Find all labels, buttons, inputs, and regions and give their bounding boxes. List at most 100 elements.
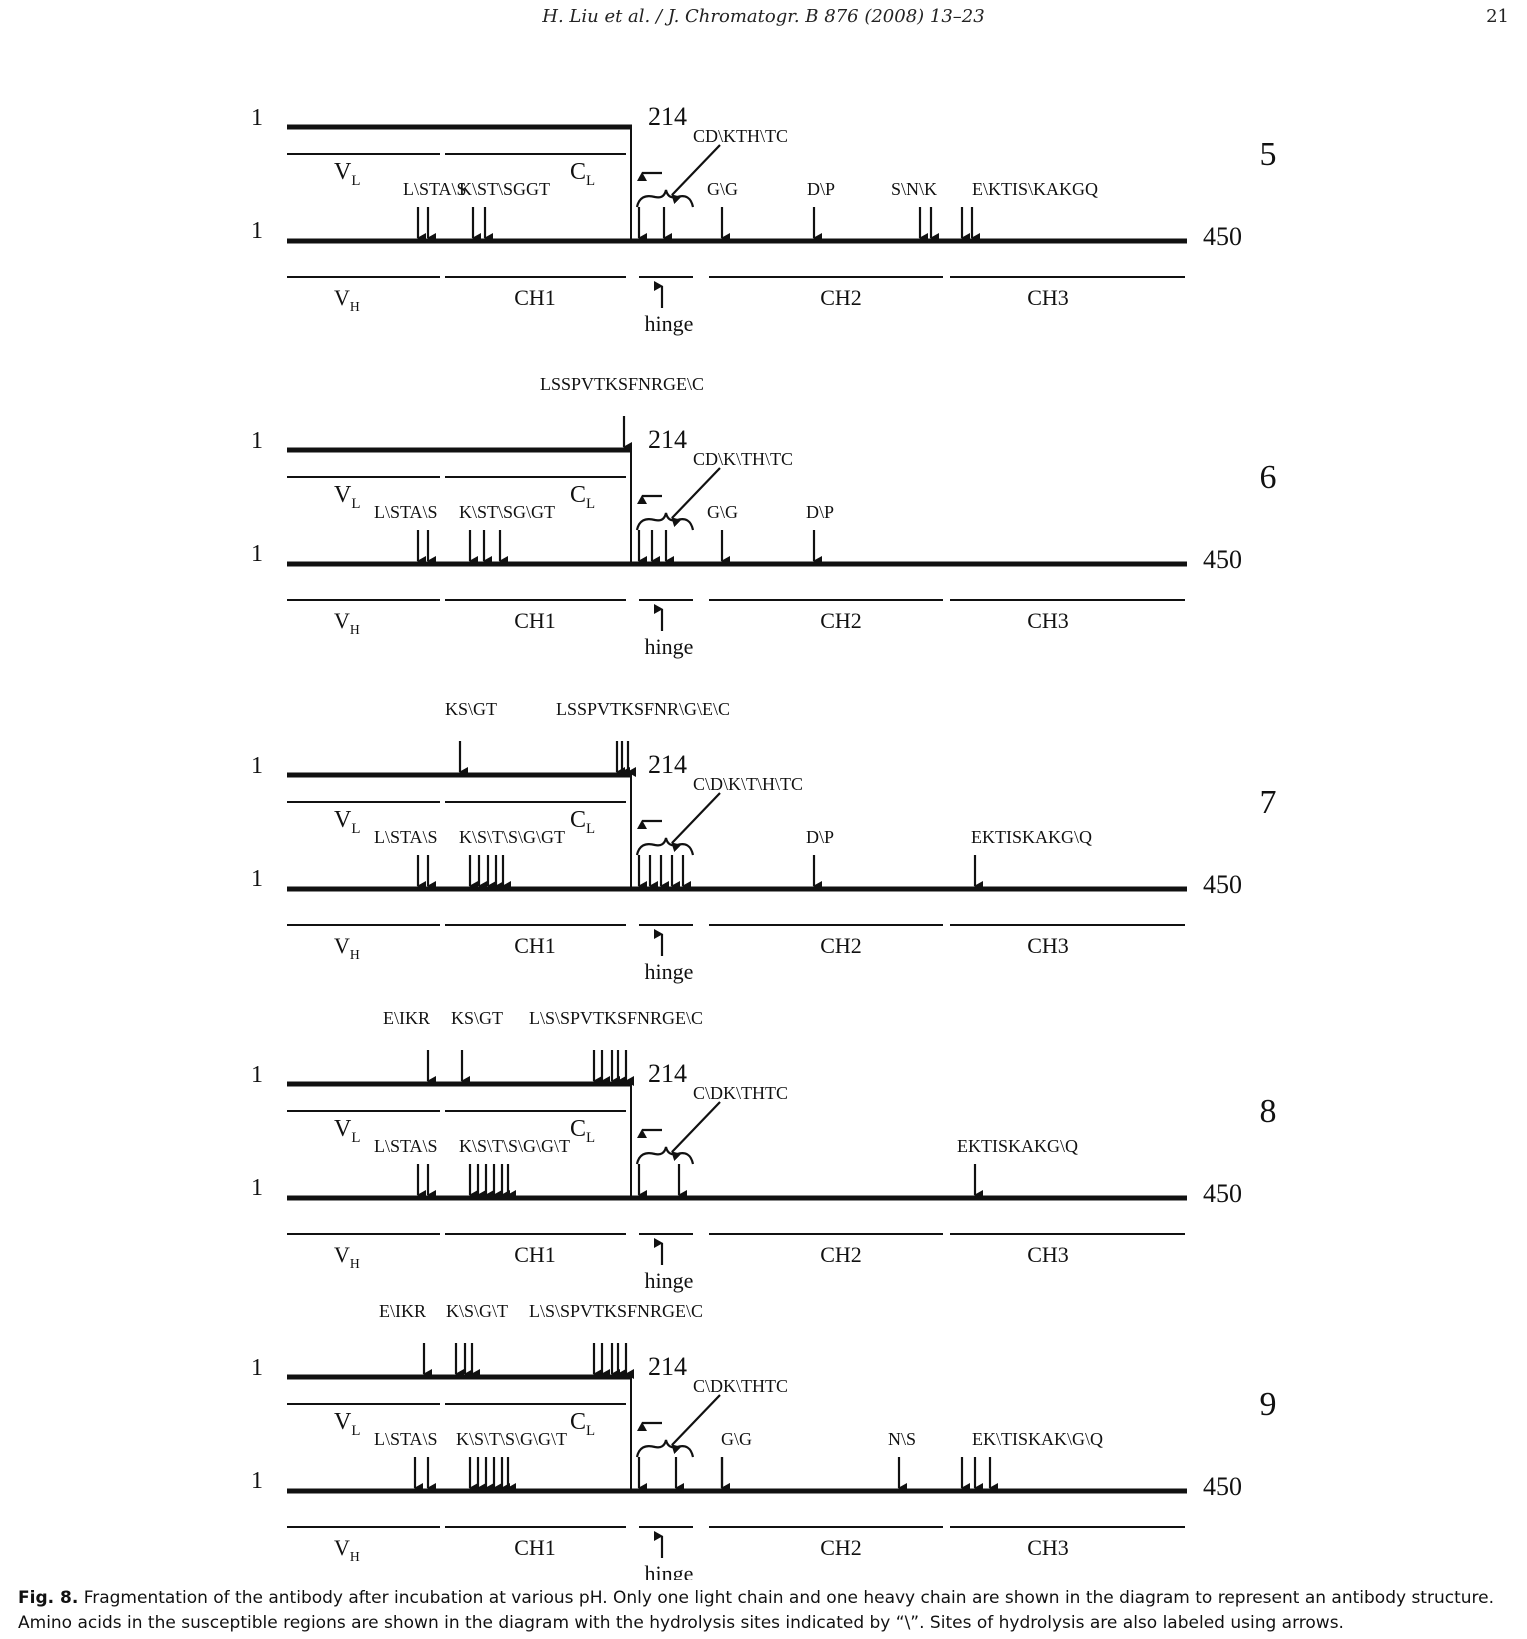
light-chain-end-label: 214 xyxy=(648,102,687,131)
heavy-chain-site-label: K\ST\SG\GT xyxy=(459,502,555,522)
ch3-region-label: CH3 xyxy=(1027,1535,1069,1560)
fragmentation-panel-6: 6 1 214 VL CL CD\K\TH\TC LSSPVTKSFNRGE\C 1 450 L\… xyxy=(251,374,1277,659)
hinge-label: hinge xyxy=(645,311,694,336)
heavy-chain-site-label: G\G xyxy=(707,502,738,522)
ch1-region-label: CH1 xyxy=(514,608,556,633)
heavy-chain-end-label: 450 xyxy=(1203,870,1242,899)
hinge-curly-brace xyxy=(635,837,695,856)
heavy-chain-site-label: L\STA\S xyxy=(374,1429,438,1449)
hinge-curly-brace xyxy=(635,189,695,208)
heavy-chain-site-label: K\ST\SGGT xyxy=(459,179,550,199)
hinge-pointer-arrow xyxy=(671,1394,721,1455)
vh-region-label: VH xyxy=(334,285,360,314)
panel-number: 7 xyxy=(1260,784,1277,821)
heavy-chain-site-label: G\G xyxy=(721,1429,752,1449)
ch2-region-label: CH2 xyxy=(820,933,862,958)
heavy-chain-start-label: 1 xyxy=(251,1175,263,1201)
light-chain-start-label: 1 xyxy=(251,105,263,131)
vl-region-label: VL xyxy=(334,1409,360,1439)
light-chain-end-label: 214 xyxy=(648,1352,687,1381)
ch3-region-label: CH3 xyxy=(1027,1242,1069,1267)
caption-label: Fig. 8. xyxy=(18,1588,79,1608)
hinge-curly-brace xyxy=(635,1439,695,1458)
heavy-chain-end-label: 450 xyxy=(1203,222,1242,251)
cl-region-label: CL xyxy=(570,1116,595,1146)
ch1-region-label: CH1 xyxy=(514,285,556,310)
ch2-region-label: CH2 xyxy=(820,285,862,310)
heavy-chain-start-label: 1 xyxy=(251,1468,263,1494)
ch3-region-label: CH3 xyxy=(1027,285,1069,310)
heavy-chain-site-label: G\G xyxy=(707,179,738,199)
cl-region-label: CL xyxy=(570,807,595,837)
heavy-chain-site-label: L\STA\S xyxy=(374,1136,438,1156)
hinge-curly-brace xyxy=(635,512,695,531)
heavy-chain-site-label: EKTISKAKG\Q xyxy=(971,827,1092,847)
light-chain-start-label: 1 xyxy=(251,428,263,454)
light-chain-end-label: 214 xyxy=(648,1059,687,1088)
hinge-sequence-label: C\DK\THTC xyxy=(693,1376,788,1396)
ch2-region-label: CH2 xyxy=(820,1535,862,1560)
fragmentation-panel-5: 5 1 214 VL CL CD\KTH\TC 1 450 L\STA\SK\ST\SGGT G\… xyxy=(251,102,1277,336)
heavy-chain-end-label: 450 xyxy=(1203,1472,1242,1501)
light-chain-site-label: L\S\SPVTKSFNRGE\C xyxy=(529,1301,703,1321)
hinge-sequence-label: CD\K\TH\TC xyxy=(693,449,793,469)
heavy-chain-start-label: 1 xyxy=(251,218,263,244)
heavy-chain-site-label: K\S\T\S\G\G\T xyxy=(459,1136,570,1156)
light-chain-site-label: KS\GT xyxy=(445,699,497,719)
vl-region-label: VL xyxy=(334,482,360,512)
light-chain-site-label: E\IKR xyxy=(379,1301,426,1321)
caption-text: Fragmentation of the antibody after incu… xyxy=(18,1588,1494,1633)
heavy-chain-site-label: EK\TISKAK\G\Q xyxy=(972,1429,1103,1449)
light-chain-site-label: K\S\G\T xyxy=(446,1301,508,1321)
heavy-chain-site-label: D\P xyxy=(806,502,834,522)
vh-region-label: VH xyxy=(334,608,360,637)
ch3-region-label: CH3 xyxy=(1027,933,1069,958)
fragmentation-panel-7: 7 1 214 VL CL C\D\K\T\H\TC KS\GT LSSPVTKSFNR\G\… xyxy=(251,699,1277,984)
heavy-chain-site-label: D\P xyxy=(806,827,834,847)
vh-region-label: VH xyxy=(334,1535,360,1564)
ch1-region-label: CH1 xyxy=(514,1535,556,1560)
page-header: H. Liu et al. / J. Chromatogr. B 876 (20… xyxy=(0,6,1527,36)
panel-number: 9 xyxy=(1260,1386,1277,1423)
hinge-pointer-arrow xyxy=(671,1101,721,1162)
ch3-region-label: CH3 xyxy=(1027,608,1069,633)
heavy-chain-end-label: 450 xyxy=(1203,1179,1242,1208)
heavy-chain-site-label: D\P xyxy=(807,179,835,199)
heavy-chain-site-label: S\N\K xyxy=(891,179,937,199)
heavy-chain-start-label: 1 xyxy=(251,866,263,892)
ch2-region-label: CH2 xyxy=(820,608,862,633)
heavy-chain-site-label: EKTISKAKG\Q xyxy=(957,1136,1078,1156)
light-chain-site-label: LSSPVTKSFNRGE\C xyxy=(540,374,704,394)
vl-region-label: VL xyxy=(334,1116,360,1146)
fragmentation-panel-9: 9 1 214 VL CL C\DK\THTC E\IKR K\S\G\T L\S\SPVTKS… xyxy=(251,1301,1277,1580)
hinge-sequence-label: CD\KTH\TC xyxy=(693,126,788,146)
page-number: 21 xyxy=(1486,6,1509,27)
hinge-curly-brace xyxy=(635,1146,695,1165)
cl-region-label: CL xyxy=(570,1409,595,1439)
heavy-chain-start-label: 1 xyxy=(251,541,263,567)
vl-region-label: VL xyxy=(334,807,360,837)
cl-region-label: CL xyxy=(570,159,595,189)
light-chain-end-label: 214 xyxy=(648,425,687,454)
heavy-chain-site-label: L\STA\S xyxy=(403,179,467,199)
heavy-chain-site-label: L\STA\S xyxy=(374,827,438,847)
hinge-label: hinge xyxy=(645,634,694,659)
light-chain-start-label: 1 xyxy=(251,753,263,779)
vh-region-label: VH xyxy=(334,933,360,962)
light-chain-end-label: 214 xyxy=(648,750,687,779)
heavy-chain-site-label: E\KTIS\KAKGQ xyxy=(972,179,1098,199)
fragmentation-panel-8: 8 1 214 VL CL C\DK\THTC E\IKR KS\GT L\S\SPVTKSFN… xyxy=(251,1008,1277,1293)
figure-caption: Fig. 8. Fragmentation of the antibody af… xyxy=(18,1586,1510,1636)
heavy-chain-site-label: K\S\T\S\G\GT xyxy=(459,827,565,847)
hinge-pointer-arrow xyxy=(671,792,721,853)
heavy-chain-end-label: 450 xyxy=(1203,545,1242,574)
panel-number: 5 xyxy=(1260,136,1277,173)
hinge-label: hinge xyxy=(645,1268,694,1293)
light-chain-start-label: 1 xyxy=(251,1355,263,1381)
ch1-region-label: CH1 xyxy=(514,1242,556,1267)
heavy-chain-site-label: L\STA\S xyxy=(374,502,438,522)
hinge-label: hinge xyxy=(645,959,694,984)
hinge-pointer-arrow xyxy=(671,144,721,205)
light-chain-site-label: LSSPVTKSFNR\G\E\C xyxy=(556,699,730,719)
